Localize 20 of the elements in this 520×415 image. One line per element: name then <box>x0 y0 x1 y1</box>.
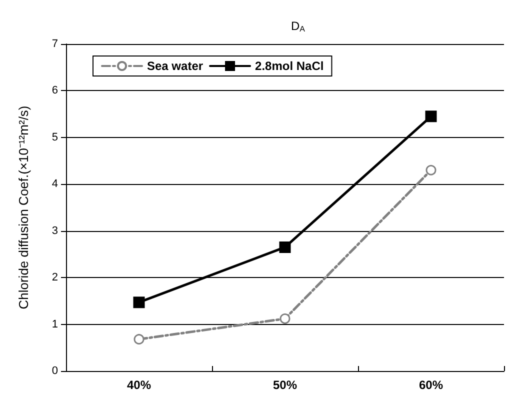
y-tick-label: 6 <box>52 84 58 97</box>
point <box>426 164 436 176</box>
point <box>280 313 290 324</box>
y-axis-title: Chloride diffusion Coef.(×10⁻¹²m²/s) <box>16 106 31 310</box>
y-tick-label: 4 <box>52 178 58 190</box>
y-tick-label: 0 <box>52 365 58 377</box>
y-tick-label: 5 <box>52 131 58 144</box>
point <box>134 334 144 344</box>
x-tick-label: 50% <box>272 378 298 392</box>
x-tick-label: 40% <box>126 378 152 392</box>
y-tick-label: 7 <box>52 38 58 50</box>
point <box>425 110 437 122</box>
legend-label: Sea water <box>147 59 204 73</box>
y-tick-label: 3 <box>52 224 58 237</box>
y-tick-label: 1 <box>52 318 58 330</box>
x-tick-label: 60% <box>418 378 444 392</box>
point <box>279 241 291 253</box>
point <box>133 296 145 308</box>
legend-label: 2.8mol NaCl <box>255 59 324 73</box>
y-tick-label: 2 <box>52 272 58 284</box>
